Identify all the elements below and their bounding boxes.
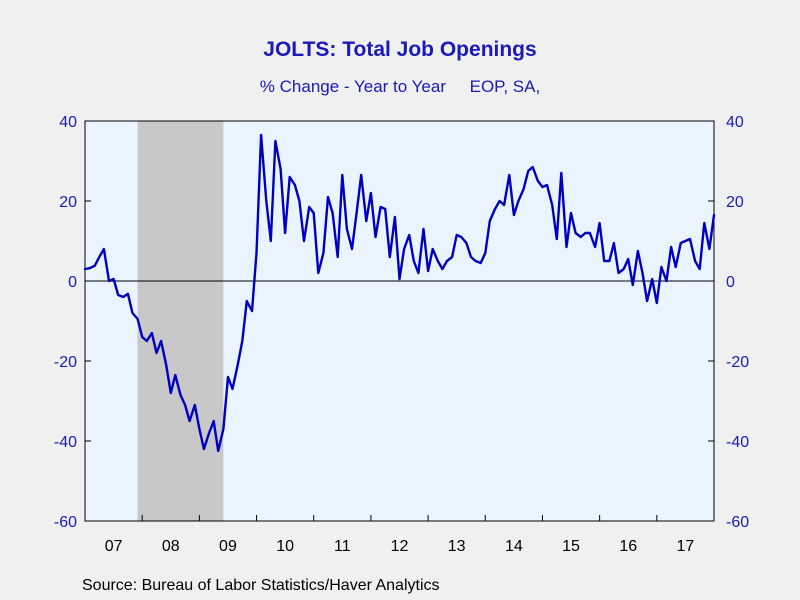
y-tick-label-left: 0 [68, 274, 77, 291]
y-tick-label-right: -40 [726, 434, 749, 451]
x-tick-label: 15 [562, 538, 580, 555]
chart-subtitle: % Change - Year to Year EOP, SA, [259, 77, 541, 96]
y-tick-label-right: -20 [726, 354, 749, 371]
x-tick-label: 08 [162, 538, 180, 555]
x-tick-label: 13 [448, 538, 466, 555]
source-note: Source: Bureau of Labor Statistics/Haver… [82, 577, 440, 594]
x-tick-label: 09 [219, 538, 237, 555]
x-tick-label: 07 [105, 538, 123, 555]
x-tick-label: 17 [677, 538, 695, 555]
x-tick-label: 14 [505, 538, 523, 555]
y-tick-label-left: -40 [54, 434, 77, 451]
y-tick-label-right: 0 [726, 274, 735, 291]
x-tick-label: 11 [334, 538, 351, 555]
plot-frame [84, 120, 715, 522]
y-tick-label-left: 40 [59, 114, 77, 131]
recession-shading [137, 121, 224, 521]
y-tick-label-right: -60 [726, 514, 749, 531]
y-tick-label-left: 20 [59, 194, 77, 211]
x-tick-label: 16 [619, 538, 637, 555]
y-tick-label-right: 20 [726, 194, 744, 211]
series-line [83, 133, 716, 453]
y-tick-label-left: -60 [54, 514, 77, 531]
chart-title: JOLTS: Total Job Openings [263, 38, 537, 61]
y-tick-label-right: 40 [726, 114, 744, 131]
x-tick-label: 12 [391, 538, 409, 555]
x-tick-label: 10 [276, 538, 294, 555]
y-tick-label-left: -20 [54, 354, 77, 371]
